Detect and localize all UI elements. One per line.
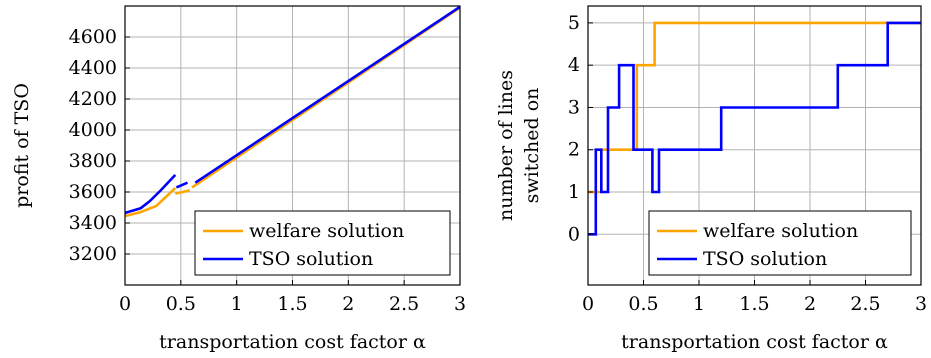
x-tick-label: 2.5 [389, 293, 419, 315]
x-tick-label: 0.5 [628, 293, 658, 315]
x-tick-label: 2 [342, 293, 354, 315]
x-tick-label: 1 [231, 293, 243, 315]
y-tick-label: 3600 [69, 181, 117, 203]
series-group [588, 21, 921, 236]
y-tick-label: 4400 [69, 57, 117, 79]
legend-box [648, 210, 912, 276]
legend-label-tso: TSO solution [249, 248, 373, 270]
y-axis-label: number of lines switched on [495, 70, 543, 221]
y-tick-label: 1 [568, 181, 580, 203]
x-axis-label: transportation cost factor α [621, 331, 888, 353]
y-axis-label-line: number of lines [495, 70, 517, 221]
series-line-welfare-1 [125, 187, 177, 218]
series-line-tso-1 [125, 174, 177, 215]
x-tick-label: 1 [693, 293, 705, 315]
x-tick-label: 3 [915, 293, 927, 315]
y-axis-label-line: switched on [521, 88, 543, 204]
legend-label-welfare: welfare solution [703, 220, 858, 242]
x-tick-label: 1.5 [277, 293, 307, 315]
x-axis-label: transportation cost factor α [159, 331, 426, 353]
y-tick-label: 3800 [69, 150, 117, 172]
y-axis-label: profit of TSO [11, 83, 33, 208]
x-tick-label: 0 [119, 293, 131, 315]
y-axis-label-line: profit of TSO [11, 83, 33, 208]
legend-box [194, 210, 451, 276]
y-tick-label: 5 [568, 12, 580, 34]
x-tick-label: 0.5 [166, 293, 196, 315]
y-tick-label: 3400 [69, 212, 117, 234]
x-tick-label: 2.5 [850, 293, 880, 315]
y-tick-label: 4000 [69, 119, 117, 141]
chart-panel-1: 0 0.5 1 1.5 2 2.5 3 3200 3400 3600 3800 4000 4200 440… [11, 5, 466, 353]
series-line-welfare-2 [175, 189, 191, 195]
y-tick-label: 0 [568, 223, 580, 245]
legend: welfare solution TSO solution [648, 210, 912, 276]
series-line-tso-1 [588, 21, 921, 236]
y-tick-label: 3 [568, 96, 580, 118]
x-tick-label: 0 [582, 293, 594, 315]
x-tick-label: 1.5 [739, 293, 769, 315]
chart-panel-2: 0 0.5 1 1.5 2 2.5 3 0 1 2 3 4 5 transportation cost f… [495, 5, 927, 353]
legend: welfare solution TSO solution [194, 210, 451, 276]
legend-label-welfare: welfare solution [249, 220, 404, 242]
y-tick-label: 4600 [69, 26, 117, 48]
series-line-tso-3 [194, 6, 460, 184]
y-tick-label: 4200 [69, 88, 117, 110]
y-tick-label: 2 [568, 139, 580, 161]
x-tick-label: 2 [804, 293, 816, 315]
y-tick-label: 4 [568, 54, 580, 76]
legend-label-tso: TSO solution [703, 248, 827, 270]
x-tick-label: 3 [454, 293, 466, 315]
y-tick-label: 3200 [69, 243, 117, 265]
grid [124, 6, 461, 285]
series-group [125, 6, 460, 218]
series-line-tso-2 [175, 181, 189, 189]
